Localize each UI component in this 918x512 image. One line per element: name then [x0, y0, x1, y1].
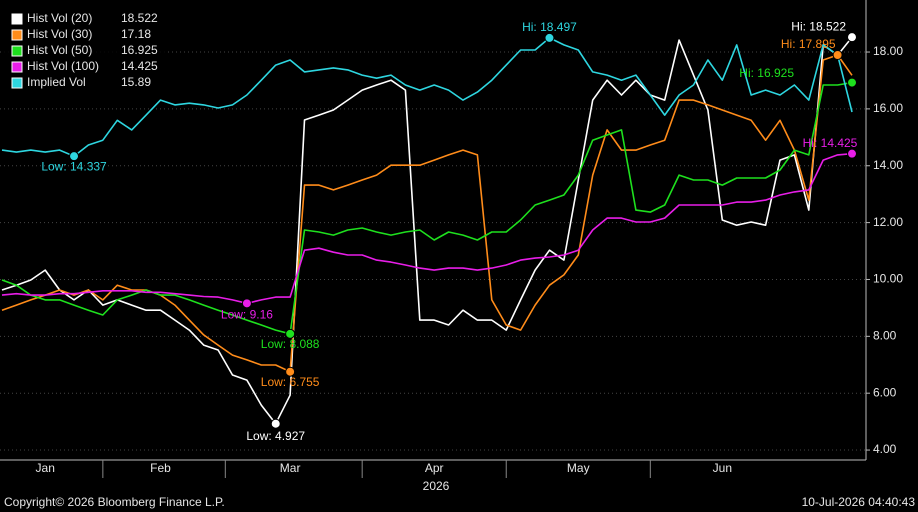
x-tick-label: Mar	[280, 461, 301, 475]
y-tick-label: 12.00	[873, 215, 903, 229]
series-line	[1, 81, 853, 335]
extreme-marker	[847, 77, 857, 88]
extreme-label: Hi: 18.522	[791, 19, 846, 33]
x-tick-label: Jan	[36, 461, 55, 475]
series-line	[1, 36, 853, 425]
extreme-marker	[270, 418, 281, 429]
x-tick-label: May	[567, 461, 590, 475]
extreme-marker	[285, 328, 296, 339]
legend-label: Hist Vol (50)	[27, 43, 92, 57]
grid	[0, 51, 866, 451]
x-sublabel: 2026	[423, 479, 450, 493]
legend: Hist Vol (20) 18.522 Hist Vol (30) 17.18 His…	[4, 8, 166, 96]
extreme-marker	[69, 151, 80, 162]
x-tick-label: Feb	[150, 461, 171, 475]
legend-label: Hist Vol (30)	[27, 27, 92, 41]
x-tick-label: Apr	[425, 461, 444, 475]
legend-label: Hist Vol (20)	[27, 11, 92, 25]
extreme-marker	[544, 32, 555, 43]
annotations: Hi: 18.522 Low: 4.927 Hi: 17.895 Low: 6.755…	[41, 19, 857, 443]
axes: 4.00 6.00 8.00 10.00 12.00 14.00 16.00 18.00 Jan…	[0, 0, 903, 478]
y-tick-label: 6.00	[873, 385, 897, 399]
y-tick-label: 10.00	[873, 272, 903, 286]
legend-swatch	[11, 29, 23, 41]
legend-box	[4, 8, 166, 96]
legend-value: 16.925	[121, 43, 158, 57]
y-tick-label: 4.00	[873, 442, 897, 456]
copyright: Copyright© 2026 Bloomberg Finance L.P.	[4, 495, 225, 509]
legend-value: 18.522	[121, 11, 158, 25]
extreme-label: Hi: 16.925	[739, 66, 794, 80]
series-line	[1, 152, 853, 305]
extreme-marker	[832, 50, 843, 61]
legend-label: Implied Vol	[27, 75, 86, 89]
extreme-label: Hi: 17.895	[781, 37, 836, 51]
legend-swatch	[11, 13, 23, 25]
y-tick-label: 16.00	[873, 101, 903, 115]
y-tick-label: 18.00	[873, 44, 903, 58]
series-line	[1, 37, 853, 157]
extreme-label: Hi: 18.497	[522, 20, 577, 34]
extreme-label: Low: 8.088	[261, 337, 320, 351]
series-line	[1, 54, 853, 373]
legend-swatch	[11, 77, 23, 89]
extreme-marker	[241, 298, 252, 309]
legend-label: Hist Vol (100)	[27, 59, 99, 73]
y-tick-label: 14.00	[873, 158, 903, 172]
lines	[1, 36, 853, 425]
extreme-marker	[847, 148, 857, 159]
extreme-marker	[847, 32, 857, 43]
legend-value: 17.18	[121, 27, 151, 41]
timestamp: 10-Jul-2026 04:40:43	[802, 495, 916, 509]
x-tick-label: Jun	[713, 461, 732, 475]
y-tick-label: 8.00	[873, 329, 897, 343]
extreme-label: Low: 9.16	[221, 308, 273, 322]
legend-value: 14.425	[121, 59, 158, 73]
extreme-label: Low: 4.927	[246, 429, 305, 443]
extreme-label: Low: 14.337	[41, 159, 107, 173]
extreme-marker	[285, 366, 296, 377]
legend-value: 15.89	[121, 75, 151, 89]
extreme-label: Low: 6.755	[261, 375, 320, 389]
extreme-label: Hi: 14.425	[803, 136, 858, 150]
legend-swatch	[11, 45, 23, 57]
legend-swatch	[11, 61, 23, 73]
